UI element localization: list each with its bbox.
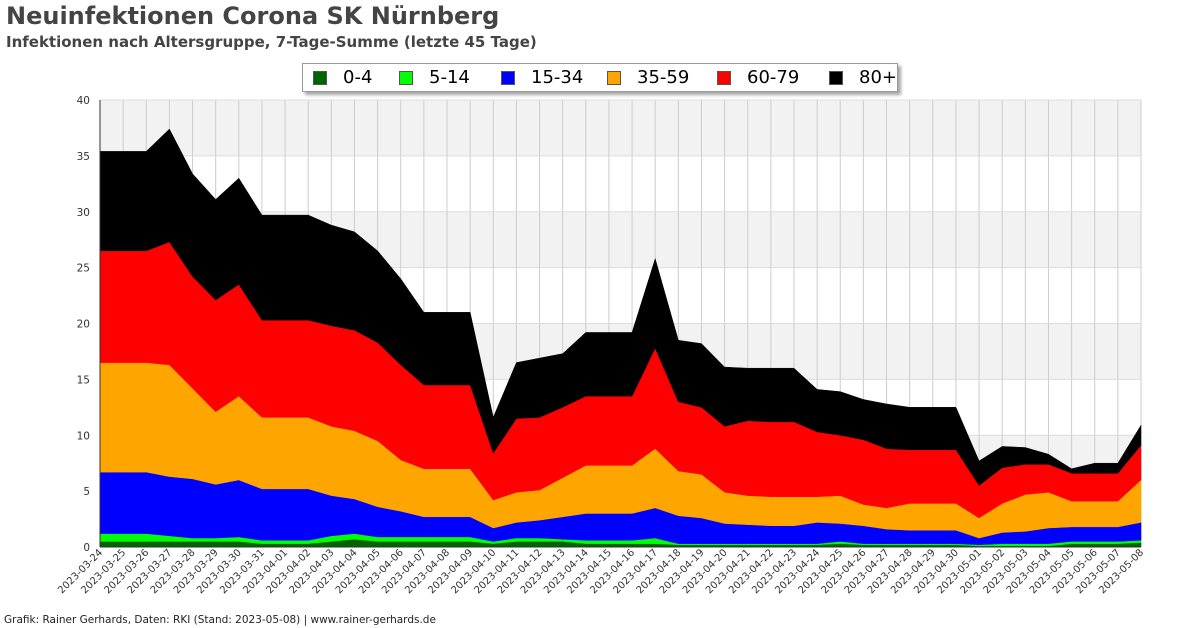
area-series — [99, 128, 1142, 548]
grid-band — [100, 100, 1141, 156]
y-tick-label: 35 — [77, 151, 90, 163]
legend-label: 60-79 — [747, 67, 800, 88]
legend-label: 5-14 — [429, 67, 470, 88]
legend-label: 35-59 — [637, 67, 690, 88]
legend-swatch — [829, 71, 843, 85]
axes — [99, 100, 1141, 548]
y-tick-label: 20 — [77, 319, 90, 331]
y-tick-label: 25 — [77, 263, 90, 275]
legend-label: 80+ — [859, 67, 897, 88]
legend: 0-4 5-14 15-34 35-59 60-79 80+ — [302, 63, 898, 92]
area-series-80+ — [99, 128, 1142, 486]
chart-subtitle: Infektionen nach Altersgruppe, 7-Tage-Su… — [6, 33, 537, 51]
y-tick-label: 40 — [77, 95, 90, 107]
y-tick-label: 30 — [77, 207, 90, 219]
legend-label: 15-34 — [531, 67, 584, 88]
legend-swatch — [607, 71, 621, 85]
legend-label: 0-4 — [343, 67, 373, 88]
y-tick-label: 15 — [77, 374, 90, 386]
legend-swatch — [399, 71, 413, 85]
y-tick-label: 5 — [83, 486, 90, 498]
y-tick-labels: 0 5 10 15 20 25 30 35 40 — [77, 95, 90, 554]
legend-swatch — [717, 71, 731, 85]
chart-title: Neuinfektionen Corona SK Nürnberg — [6, 2, 500, 30]
legend-swatch — [501, 71, 515, 85]
x-tick-labels: 2023-03-242023-03-252023-03-262023-03-27… — [56, 547, 1146, 596]
legend-swatch — [313, 71, 327, 85]
y-tick-label: 0 — [83, 542, 90, 554]
chart-footer: Grafik: Rainer Gerhards, Daten: RKI (Sta… — [4, 614, 436, 626]
y-tick-label: 10 — [77, 430, 90, 442]
